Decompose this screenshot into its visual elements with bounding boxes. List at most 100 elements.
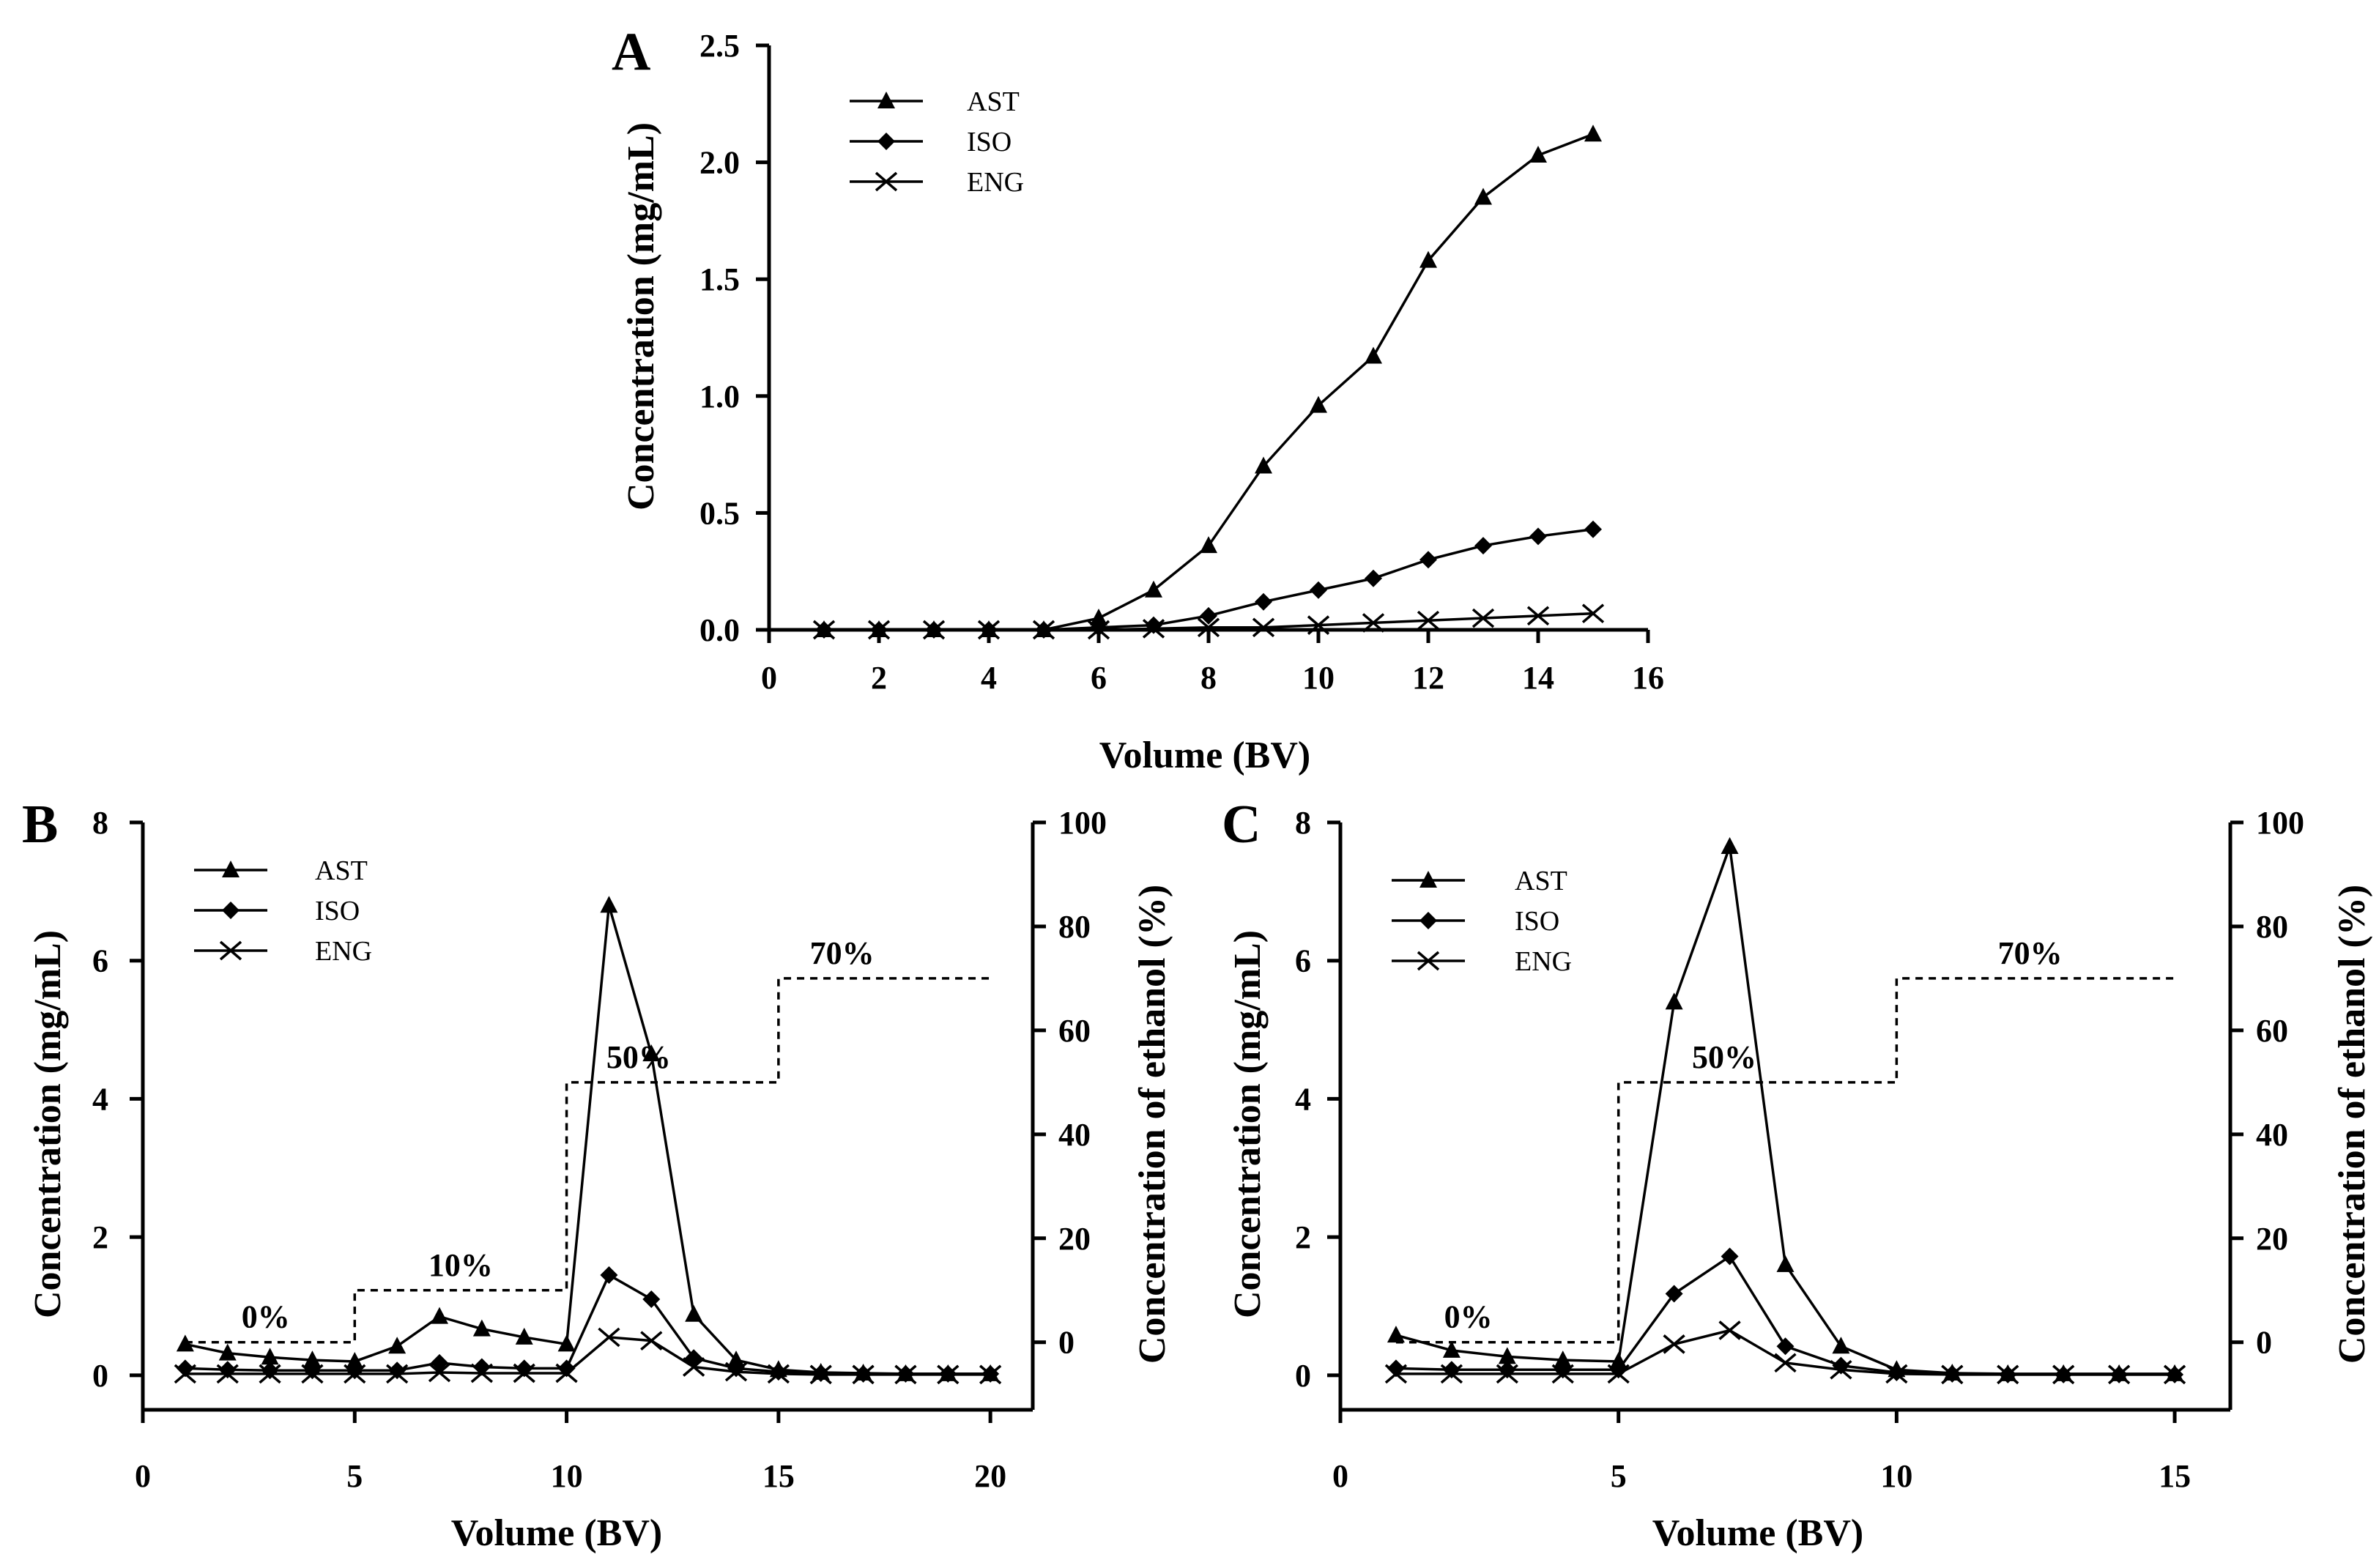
panel-c-y2-tick-label: 100 <box>2256 805 2304 841</box>
panel-c-ast-point <box>1721 837 1739 855</box>
panel-c-y2-tick-label: 0 <box>2256 1325 2272 1361</box>
panel-c-eng-point <box>2052 1364 2075 1385</box>
panel-c-y2-tick-label: 80 <box>2256 909 2288 945</box>
panel-c-legend-entry-eng: ENG <box>1392 946 1572 977</box>
panel-b-ast-point <box>346 1351 364 1369</box>
panel-b-eng-line <box>185 1336 991 1376</box>
panel-b-eng-point <box>937 1364 960 1385</box>
panel-c-ast-line <box>1395 846 2175 1375</box>
panel-c-y-axis-label: Concentration (mg/mL) <box>1227 930 1269 1318</box>
panel-c-iso-point <box>1776 1337 1795 1356</box>
panel-a-x-tick-label: 10 <box>1302 660 1335 696</box>
panel-a-y-tick-label: 0.5 <box>699 495 740 531</box>
panel-b-legend-label: AST <box>315 855 368 886</box>
panel-a-eng-point <box>1471 608 1495 628</box>
panel-a-eng-point <box>1087 620 1110 640</box>
panel-a-ast-point <box>1419 250 1437 268</box>
panel-c-ethanol-step-label: 70% <box>1998 935 2063 971</box>
panel-b-y-tick-label: 4 <box>92 1081 108 1117</box>
panel-b-eng-point <box>979 1364 1002 1385</box>
panel-a-iso-point <box>1255 592 1272 611</box>
panel-a-iso-point <box>1529 527 1547 546</box>
panel-b-eng-point <box>894 1364 917 1385</box>
panel-c-x-axis-label: Volume (BV) <box>1652 1512 1863 1554</box>
panel-a-ast-point <box>1529 146 1547 163</box>
panel-a-x-tick-label: 0 <box>761 660 777 696</box>
panel-b-iso-point <box>431 1353 448 1372</box>
panel-c-x-tick-label: 5 <box>1611 1458 1627 1494</box>
panel-b-y2-tick-label: 40 <box>1058 1117 1091 1153</box>
panel-b-eng-point <box>428 1362 451 1383</box>
panel-c-y-tick-label: 4 <box>1295 1081 1311 1117</box>
panel-c-series-eng <box>1384 1320 2186 1385</box>
panel-c-y-tick-label: 0 <box>1295 1358 1311 1394</box>
panel-b-y-tick-label: 0 <box>92 1358 108 1394</box>
panel-c-legend-label: AST <box>1515 866 1567 896</box>
panel-c-eng-point <box>1384 1364 1408 1384</box>
panel-b-legend-label: ENG <box>315 936 372 967</box>
panel-c-eng-point <box>1496 1364 1518 1384</box>
panel-a-eng-point <box>1252 617 1275 638</box>
panel-a-iso-point <box>1419 551 1437 569</box>
panel-c-ast-point <box>1498 1347 1516 1364</box>
panel-c-y2-tick-label: 60 <box>2256 1013 2288 1049</box>
panel-b-eng-point <box>344 1364 366 1384</box>
panel-c-y2-tick-label: 20 <box>2256 1221 2288 1257</box>
panel-c-y2-axis-label: Concentration of ethanol (%) <box>2331 885 2373 1364</box>
panel-c-eng-point <box>1718 1320 1741 1340</box>
panel-a-legend-marker <box>877 133 895 150</box>
panel-a-eng-point <box>1362 613 1385 633</box>
panel-b-eng-point <box>809 1364 832 1385</box>
panel-c-y2-tick-label: 40 <box>2256 1117 2288 1153</box>
panel-b-eng-point <box>767 1364 790 1384</box>
panel-b-legend-label: ISO <box>315 896 360 926</box>
panel-b-y2-tick-label: 0 <box>1058 1325 1075 1361</box>
panel-b-eng-point <box>555 1363 578 1383</box>
panel-b-y-tick-label: 6 <box>92 943 108 979</box>
panel-c-ast-point <box>1387 1326 1405 1343</box>
panel-b-x-tick-label: 10 <box>551 1458 583 1494</box>
panel-a-eng-point <box>1307 615 1330 635</box>
panel-b-letter: B <box>22 795 58 855</box>
panel-b-ast-point <box>261 1348 279 1365</box>
panel-b-x-tick-label: 15 <box>762 1458 795 1494</box>
panel-b-legend-marker <box>222 861 240 877</box>
panel-b-ast-point <box>642 1044 661 1062</box>
panel-b-ethanol-step-label: 0% <box>242 1299 290 1335</box>
panel-a-iso-point <box>1474 537 1492 555</box>
panel-b-eng-point <box>470 1363 493 1383</box>
panel-a-legend-entry-iso: ISO <box>850 127 1012 157</box>
panel-c-eng-point <box>1885 1364 1908 1384</box>
panel-c-eng-point <box>1607 1364 1630 1384</box>
panel-a-ast-point <box>1145 580 1162 598</box>
panel-a-legend-marker <box>875 171 898 192</box>
panel-a-eng-point <box>867 620 891 640</box>
panel-c-legend-marker <box>1419 912 1437 929</box>
panel-b-ast-point <box>218 1343 237 1361</box>
panel-a-x-tick-label: 6 <box>1091 660 1107 696</box>
panel-b-eng-point <box>386 1364 409 1384</box>
panel-b-legend-entry-ast: AST <box>194 855 368 886</box>
panel-a-iso-point <box>1310 581 1327 599</box>
panel-b-legend-marker <box>222 902 240 919</box>
panel-a-eng-point <box>1526 606 1550 626</box>
panel-b-eng-point <box>216 1364 239 1384</box>
panel-b-y-tick-label: 2 <box>92 1219 108 1255</box>
panel-c-eng-point <box>2163 1364 2186 1385</box>
panel-a-x-tick-label: 2 <box>871 660 887 696</box>
panel-b-iso-point <box>642 1290 661 1309</box>
panel-c-eng-point <box>1551 1364 1574 1384</box>
panel-a-legend-marker <box>877 92 895 108</box>
panel-c-eng-point <box>1997 1364 2019 1385</box>
panel-a-y-tick-label: 1.5 <box>699 261 740 297</box>
panel-b-x-tick-label: 0 <box>135 1458 151 1494</box>
panel-b-ast-point <box>727 1350 745 1368</box>
panel-b-x-tick-label: 5 <box>346 1458 363 1494</box>
panel-c-letter: C <box>1222 795 1261 855</box>
panel-b-series-eng <box>174 1327 1002 1385</box>
panel-c-x-tick-label: 0 <box>1332 1458 1348 1494</box>
panel-b-iso-point <box>472 1358 491 1376</box>
panel-b-y2-tick-label: 20 <box>1058 1221 1091 1257</box>
